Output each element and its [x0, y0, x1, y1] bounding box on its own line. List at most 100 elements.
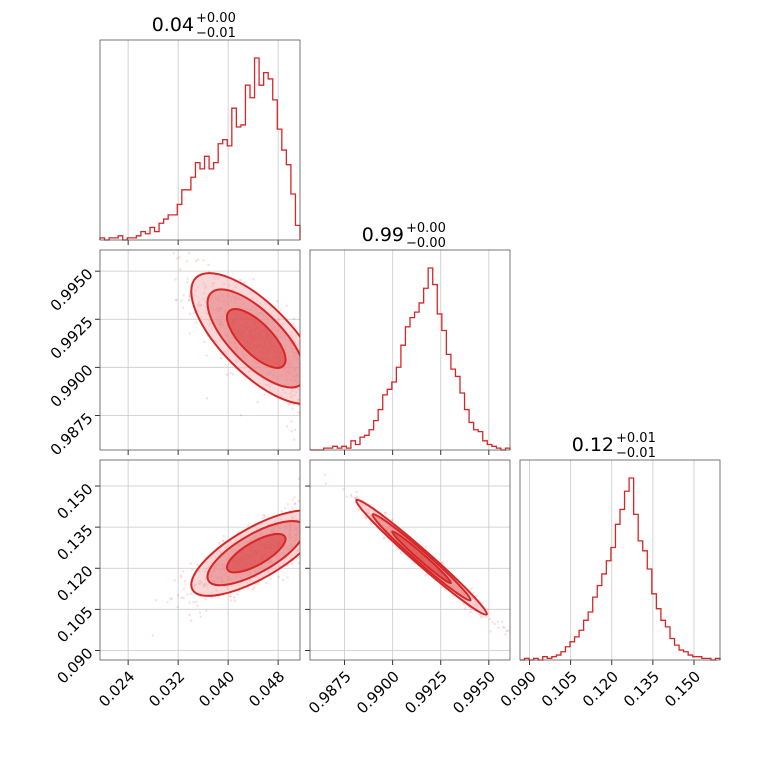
scatter-0-1-point	[203, 341, 205, 343]
scatter-0-1-point	[125, 233, 127, 235]
scatter-1-2-point	[507, 630, 509, 632]
x-tick-label-p1-3: 0.9950	[449, 668, 499, 718]
scatter-0-1-point	[205, 354, 207, 356]
scatter-1-2-point	[400, 552, 402, 554]
scatter-0-2-point	[263, 514, 265, 516]
scatter-0-1-point	[230, 372, 232, 374]
scatter-0-2-point	[169, 597, 171, 599]
scatter-0-1-point	[175, 299, 177, 301]
scatter-1-2-point	[497, 621, 499, 623]
scatter-0-1-point	[189, 332, 191, 334]
scatter-1-2-point	[472, 592, 474, 594]
scatter-0-1-point	[293, 439, 295, 441]
scatter-1-2-point	[369, 523, 371, 525]
scatter-0-2-point	[278, 576, 280, 578]
scatter-0-2-point	[291, 563, 293, 565]
scatter-1-2-point	[464, 607, 466, 609]
scatter-0-1-point	[197, 259, 199, 261]
scatter-0-1-point	[264, 394, 266, 396]
y-tick-label-p2-2: 0.120	[53, 562, 96, 605]
param-title-plus-1: +0.00	[406, 221, 446, 236]
hist-2-frame	[520, 460, 720, 660]
scatter-0-2-point	[177, 594, 179, 596]
scatter-0-2-point	[200, 616, 202, 618]
scatter-0-2-point	[223, 535, 225, 537]
scatter-0-1-point	[240, 279, 242, 281]
param-title-minus-0: −0.01	[196, 26, 236, 41]
scatter-0-2-point	[190, 620, 192, 622]
scatter-0-2-point	[190, 593, 192, 595]
x-tick-label-p0-3: 0.048	[245, 668, 288, 711]
scatter-0-2-point	[191, 569, 193, 571]
hist-0-step-line	[100, 58, 300, 240]
x-tick-label-p0-2: 0.040	[195, 668, 238, 711]
scatter-1-2-point	[502, 626, 504, 628]
x-tick-label-p2-2: 0.120	[579, 668, 622, 711]
scatter-0-2-point	[181, 597, 183, 599]
scatter-1-2-point	[383, 537, 385, 539]
scatter-0-1-point	[292, 323, 294, 325]
scatter-0-2-point	[282, 579, 284, 581]
hist-2-step-line	[520, 478, 720, 660]
scatter-0-2-panel	[95, 460, 333, 665]
scatter-0-2-point	[297, 500, 299, 502]
scatter-0-2-point	[247, 587, 249, 589]
scatter-0-1-point	[193, 311, 195, 313]
scatter-0-2-point	[233, 596, 235, 598]
scatter-1-2-point	[342, 488, 344, 490]
y-tick-label-p1-1: 0.9900	[47, 361, 97, 411]
y-tick-label-p2-0: 0.090	[53, 644, 96, 687]
scatter-0-2-point	[247, 524, 249, 526]
scatter-1-2-point	[324, 474, 326, 476]
scatter-0-2-point	[192, 601, 194, 603]
scatter-0-2-point	[152, 634, 154, 636]
scatter-1-2-point	[441, 586, 443, 588]
scatter-0-2-point	[180, 576, 182, 578]
x-tick-label-p0-0: 0.024	[95, 668, 138, 711]
scatter-0-1-point	[188, 299, 190, 301]
scatter-0-2-point	[291, 507, 293, 509]
x-tick-label-p1-0: 0.9875	[305, 668, 355, 718]
scatter-0-2-point	[257, 583, 259, 585]
scatter-1-2-point	[512, 633, 514, 635]
param-title-2: 0.12 +0.01−0.01	[572, 431, 656, 461]
scatter-0-2-point	[218, 596, 220, 598]
scatter-0-1-point	[189, 313, 191, 315]
scatter-0-1-point	[186, 260, 188, 262]
scatter-0-1-point	[286, 425, 288, 427]
scatter-0-1-point	[186, 281, 188, 283]
scatter-0-2-point	[262, 517, 264, 519]
scatter-1-2-point	[475, 595, 477, 597]
scatter-1-2-point	[385, 512, 387, 514]
scatter-0-2-point	[166, 601, 168, 603]
scatter-0-2-point	[292, 499, 294, 501]
x-tick-label-p2-0: 0.090	[497, 668, 540, 711]
scatter-0-2-point	[298, 556, 300, 558]
scatter-0-1-point	[174, 278, 176, 280]
hist-1-step-line	[310, 268, 510, 450]
y-tick-label-p1-3: 0.9950	[47, 265, 97, 315]
scatter-0-1-point	[252, 278, 254, 280]
scatter-1-2-point	[391, 519, 393, 521]
scatter-0-1-point	[173, 252, 175, 254]
scatter-0-2-point	[293, 496, 295, 498]
scatter-1-2-point	[471, 588, 473, 590]
scatter-0-1-point	[195, 260, 197, 262]
param-title-plus-2: +0.01	[616, 431, 656, 446]
scatter-0-1-point	[226, 374, 228, 376]
scatter-0-1-point	[176, 257, 178, 259]
scatter-1-2-point	[487, 609, 489, 611]
scatter-0-2-point	[184, 580, 186, 582]
scatter-0-2-point	[190, 562, 192, 564]
scatter-1-2-panel	[305, 460, 518, 665]
scatter-0-1-point	[297, 411, 299, 413]
scatter-0-2-point	[197, 564, 199, 566]
y-tick-label-p1-2: 0.9925	[47, 313, 97, 363]
scatter-0-1-point	[257, 401, 259, 403]
scatter-0-2-point	[284, 507, 286, 509]
scatter-0-2-point	[218, 542, 220, 544]
scatter-0-1-point	[188, 252, 190, 254]
scatter-0-1-point	[294, 325, 296, 327]
scatter-1-2-point	[515, 633, 517, 635]
